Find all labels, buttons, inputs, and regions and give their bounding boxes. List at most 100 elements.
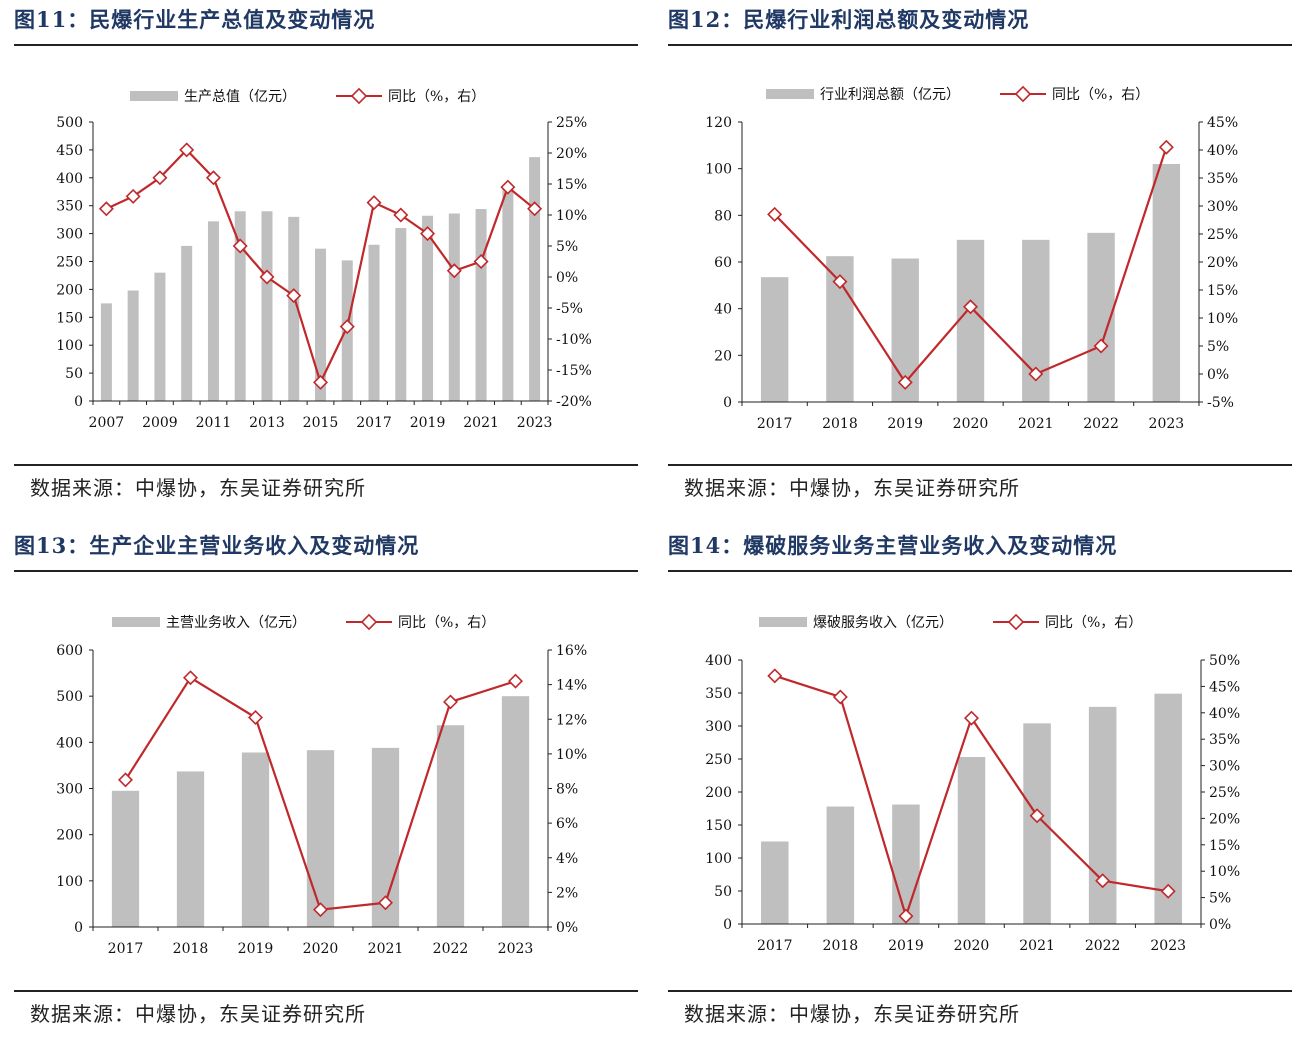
line-series (767, 139, 1174, 390)
bar (422, 215, 434, 401)
line-point (767, 206, 783, 222)
y-left-tick-label: 50 (65, 366, 83, 382)
line-point (832, 689, 848, 705)
y-right-tick-label: 2% (556, 885, 578, 901)
chart-fig13: 主营业务收入（亿元） 同比（%，右） 0 100 200 300 400 500 600 0% 2%… (56, 613, 587, 957)
x-tick-label: 2018 (822, 416, 858, 432)
bar (100, 303, 112, 401)
x-tick-label: 2009 (142, 415, 178, 431)
panel-fig13: 图13：生产企业主营业务收入及变动情况 主营业务收入（亿元） 同比（%，右） 0 10… (0, 526, 638, 1038)
bar (760, 277, 789, 402)
x-tick-label: 2023 (517, 415, 553, 431)
line-point (286, 288, 302, 304)
x-tick-label: 2022 (1085, 938, 1121, 954)
x-tick-label: 2021 (1018, 416, 1054, 432)
y-right-tick-label: 15% (1209, 838, 1240, 854)
y-right-tick-label: 35% (1207, 171, 1238, 187)
bar (892, 804, 920, 924)
chart-fig14: 爆破服务收入（亿元） 同比（%，右） 0 50 100 150 200 250 300 350 40… (705, 613, 1240, 954)
y-right-tick-label: 30% (1207, 199, 1238, 215)
y-left-tick-label: 50 (714, 884, 732, 900)
y-left-tick-label: 200 (705, 785, 732, 801)
bar (761, 841, 789, 924)
y-left-tick-label: 600 (56, 643, 83, 659)
source-note: 数据来源：中爆协，东吴证券研究所 (30, 476, 366, 500)
bar (502, 188, 514, 401)
line-point (152, 170, 168, 186)
bar (241, 752, 270, 927)
panel-fig14: 图14：爆破服务业务主营业务收入及变动情况 爆破服务收入（亿元） 同比（%，右） 0… (654, 526, 1292, 1038)
y-left-tick-label: 500 (56, 115, 83, 131)
y-left-tick-label: 150 (56, 310, 83, 326)
y-right-tick-label: -15% (556, 363, 592, 379)
y-left-tick-label: 350 (56, 199, 83, 215)
y-right-tick-label: 30% (1209, 759, 1240, 775)
x-tick-label: 2021 (368, 941, 404, 957)
y-right-tick-label: 45% (1209, 679, 1240, 695)
line-point (125, 188, 141, 204)
y-right-tick-label: 25% (1207, 227, 1238, 243)
x-tick-label: 2017 (757, 416, 793, 432)
line-point (963, 299, 978, 315)
bar-series (760, 164, 1181, 402)
bar (234, 211, 246, 401)
y-right-tick-label: -5% (556, 301, 583, 317)
chart-title: 图12：民爆行业利润总额及变动情况 (668, 7, 1030, 32)
line-point (767, 668, 783, 684)
line-point (1095, 873, 1111, 889)
y-left-tick-label: 150 (705, 818, 732, 834)
y-right-tick-label: 15% (556, 177, 587, 193)
bar (154, 272, 166, 401)
source-divider (668, 990, 1292, 992)
line-point (118, 772, 133, 788)
bar (176, 771, 205, 927)
x-tick-label: 2013 (249, 415, 285, 431)
line-point (366, 195, 382, 211)
y-left-tick-label: 200 (56, 828, 83, 844)
line-point (898, 908, 914, 924)
line-point (232, 238, 248, 254)
x-tick-label: 2017 (108, 941, 144, 957)
bar (181, 245, 193, 401)
chart-title: 图11：民爆行业生产总值及变动情况 (14, 7, 376, 32)
line-point (964, 710, 979, 726)
axes: 0 100 200 300 400 500 600 0% 2% 4% 6% 8% 10% 12% 14% 16… (56, 643, 587, 957)
y-right-tick-label: 25% (556, 115, 587, 131)
y-right-tick-label: 0% (1207, 367, 1229, 383)
y-left-tick-label: 250 (56, 255, 83, 271)
bar (315, 248, 326, 401)
y-left-tick-label: 350 (705, 686, 732, 702)
line-point (473, 254, 489, 269)
bar-series (761, 693, 1182, 924)
title-divider (668, 44, 1292, 46)
y-right-tick-label: 15% (1207, 283, 1238, 299)
y-right-tick-label: 14% (556, 678, 587, 694)
legend-bar-swatch (112, 617, 160, 627)
bar (448, 213, 460, 401)
y-left-tick-label: 0 (723, 917, 732, 933)
y-left-tick-label: 100 (705, 851, 732, 867)
legend-line-label: 同比（%，右） (398, 615, 495, 631)
y-right-tick-label: 8% (556, 782, 578, 798)
x-tick-label: 2020 (303, 941, 339, 957)
line-point (508, 673, 523, 689)
x-tick-label: 2007 (89, 415, 125, 431)
bar (436, 725, 465, 927)
bar (288, 216, 300, 401)
line-point (98, 201, 114, 217)
y-left-tick-label: 400 (56, 171, 83, 187)
x-tick-label: 2022 (433, 941, 469, 957)
legend-bar-swatch (130, 91, 178, 101)
x-tick-label: 2023 (1150, 938, 1186, 954)
x-tick-label: 2020 (953, 416, 989, 432)
bar (475, 209, 487, 401)
y-left-tick-label: 400 (705, 653, 732, 669)
y-left-tick-label: 0 (74, 920, 83, 936)
x-tick-label: 2023 (498, 941, 534, 957)
source-note: 数据来源：中爆协，东吴证券研究所 (684, 476, 1020, 500)
chart-fig11: 生产总值（亿元） 同比（%，右） 0 50 100 150 200 250 300 350 400 4… (56, 87, 592, 431)
legend-bar-swatch (759, 617, 807, 627)
source-divider (668, 464, 1292, 466)
y-left-tick-label: 80 (714, 208, 732, 224)
y-right-tick-label: 5% (1209, 891, 1231, 907)
